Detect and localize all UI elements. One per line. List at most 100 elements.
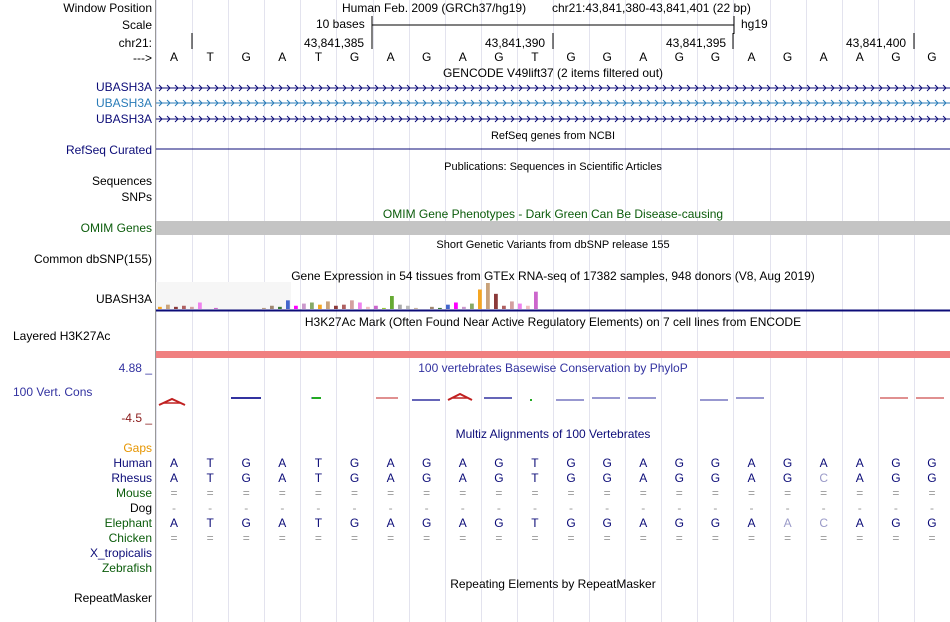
strand-chevron bbox=[294, 99, 299, 107]
strand-arrow-label[interactable]: ---> bbox=[133, 51, 152, 65]
alignment-base-mouse: = bbox=[531, 486, 539, 500]
sequences-label[interactable]: Sequences bbox=[91, 174, 152, 188]
strand-chevron bbox=[934, 115, 939, 123]
alignment-base-chicken: = bbox=[603, 531, 611, 545]
omim-title: OMIM Gene Phenotypes - Dark Green Can Be… bbox=[382, 207, 724, 221]
gtex-tissue-bar bbox=[302, 303, 306, 309]
repeatmasker-label[interactable]: RepeatMasker bbox=[73, 591, 152, 605]
gencode-genes[interactable] bbox=[156, 81, 950, 127]
strand-chevron bbox=[198, 99, 203, 107]
omim-gene-bar[interactable] bbox=[156, 221, 950, 235]
strand-chevron bbox=[614, 115, 619, 123]
alignment-base-dog: - bbox=[244, 501, 249, 515]
snps-label[interactable]: SNPs bbox=[121, 190, 152, 204]
phylop-track[interactable] bbox=[156, 390, 950, 410]
refseq-gene-line[interactable] bbox=[156, 144, 950, 154]
strand-chevron bbox=[702, 99, 707, 107]
species-human-label[interactable]: Human bbox=[113, 456, 152, 470]
strand-chevron bbox=[158, 99, 163, 107]
gtex-tissue-bar bbox=[310, 302, 314, 309]
vert-cons-label[interactable]: 100 Vert. Cons bbox=[13, 385, 93, 399]
omim-genes-label[interactable]: OMIM Genes bbox=[80, 221, 152, 235]
strand-chevron bbox=[862, 115, 867, 123]
alignment-base-dog: - bbox=[280, 501, 285, 515]
strand-chevron bbox=[558, 84, 563, 92]
gtex-tissue-bar bbox=[470, 303, 474, 309]
alignment-base-rhesus: G bbox=[710, 471, 721, 485]
h3k27ac-signal[interactable] bbox=[156, 351, 950, 358]
strand-chevron bbox=[182, 99, 187, 107]
species-chicken-label[interactable]: Chicken bbox=[108, 531, 152, 545]
strand-chevron bbox=[686, 115, 691, 123]
alignment-base-rhesus: T bbox=[314, 471, 323, 485]
alignment-base-mouse: = bbox=[675, 486, 683, 500]
strand-chevron bbox=[462, 115, 467, 123]
refseq-curated-label[interactable]: RefSeq Curated bbox=[65, 143, 152, 157]
species-xtropicalis-label[interactable]: X_tropicalis bbox=[89, 546, 152, 560]
strand-chevron bbox=[222, 115, 227, 123]
gtex-tissue-bar bbox=[342, 304, 346, 309]
alignment-base-rhesus: C bbox=[819, 471, 828, 485]
scale-bar-text: 10 bases bbox=[316, 17, 365, 31]
gtex-tissue-bar bbox=[294, 305, 298, 309]
alignment-base-elephant: A bbox=[855, 516, 864, 530]
alignment-base-human: G bbox=[782, 456, 793, 470]
strand-chevron bbox=[350, 115, 355, 123]
strand-chevron bbox=[398, 99, 403, 107]
strand-chevron bbox=[190, 84, 195, 92]
strand-chevron bbox=[334, 99, 339, 107]
gencode-gene-label-1[interactable]: UBASH3A bbox=[95, 80, 152, 94]
gaps-label[interactable]: Gaps bbox=[123, 441, 152, 455]
strand-chevron bbox=[526, 84, 531, 92]
strand-chevron bbox=[270, 99, 275, 107]
alignment-base-chicken: = bbox=[856, 531, 864, 545]
gtex-tissue-bar bbox=[270, 305, 274, 309]
position-label: chr21:43,841,380-43,841,401 (22 bp) bbox=[552, 1, 751, 15]
species-mouse-label[interactable]: Mouse bbox=[115, 486, 152, 500]
ref-base: A bbox=[170, 50, 179, 64]
strand-chevron bbox=[214, 115, 219, 123]
strand-chevron bbox=[374, 84, 379, 92]
alignment-base-mouse: = bbox=[639, 486, 647, 500]
strand-chevron bbox=[566, 84, 571, 92]
strand-chevron bbox=[526, 115, 531, 123]
strand-chevron bbox=[358, 115, 363, 123]
alignment-base-chicken: = bbox=[928, 531, 936, 545]
common-dbsnp-label[interactable]: Common dbSNP(155) bbox=[33, 252, 152, 266]
strand-chevron bbox=[886, 115, 891, 123]
gtex-tissue-bar bbox=[214, 307, 218, 309]
alignment-base-elephant: A bbox=[639, 516, 648, 530]
alignment-base-rhesus: G bbox=[494, 471, 504, 485]
strand-chevron bbox=[806, 84, 811, 92]
strand-chevron bbox=[734, 84, 739, 92]
species-rhesus-label[interactable]: Rhesus bbox=[111, 471, 152, 485]
strand-chevron bbox=[798, 84, 803, 92]
strand-chevron bbox=[174, 115, 179, 123]
species-zebrafish-label[interactable]: Zebrafish bbox=[101, 561, 152, 575]
strand-chevron bbox=[646, 84, 651, 92]
alignment-base-elephant: A bbox=[278, 516, 287, 530]
species-elephant-label[interactable]: Elephant bbox=[104, 516, 152, 530]
gencode-gene-label-2[interactable]: UBASH3A bbox=[95, 96, 152, 110]
strand-chevron bbox=[838, 115, 843, 123]
gtex-gene-label[interactable]: UBASH3A bbox=[95, 292, 152, 306]
alignment-base-dog: - bbox=[208, 501, 213, 515]
alignment-base-rhesus: G bbox=[891, 471, 901, 485]
alignment-base-chicken: = bbox=[784, 531, 792, 545]
alignment-base-human: G bbox=[566, 456, 576, 470]
strand-chevron bbox=[750, 115, 755, 123]
strand-chevron bbox=[254, 84, 259, 92]
track-image-area[interactable]: Human Feb. 2009 (GRCh37/hg19) chr21:43,8… bbox=[156, 0, 950, 622]
h3k27ac-label[interactable]: Layered H3K27Ac bbox=[13, 329, 111, 343]
strand-chevron bbox=[390, 99, 395, 107]
gencode-gene-label-3[interactable]: UBASH3A bbox=[95, 112, 152, 126]
strand-chevron bbox=[510, 115, 515, 123]
gtex-tissue-bar bbox=[438, 307, 442, 309]
strand-chevron bbox=[694, 84, 699, 92]
strand-chevron bbox=[358, 84, 363, 92]
gtex-bar-chart[interactable] bbox=[156, 282, 950, 312]
ref-base: G bbox=[927, 50, 937, 64]
strand-chevron bbox=[638, 115, 643, 123]
species-dog-label[interactable]: Dog bbox=[129, 501, 152, 515]
alignment-base-dog: - bbox=[929, 501, 934, 515]
